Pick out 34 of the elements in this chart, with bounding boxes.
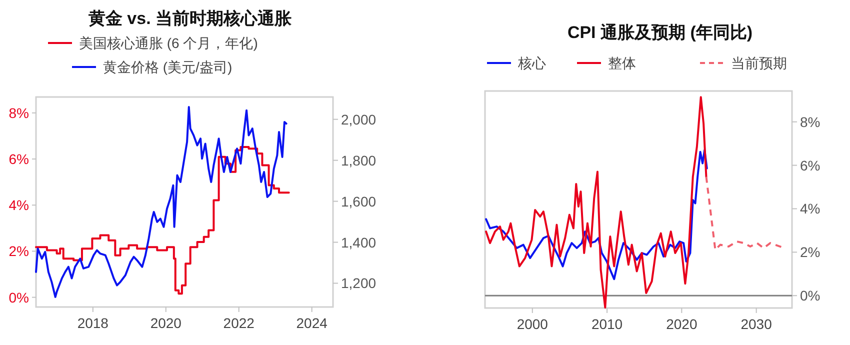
legend-label: 美国核心通胀 (6 个月，年化): [79, 35, 258, 51]
y2-tick-label: 1,400: [341, 234, 376, 250]
line-series: [485, 149, 708, 280]
y-tick-label: 0%: [8, 289, 29, 306]
chart-title: 黄金 vs. 当前时期核心通胀: [87, 9, 293, 28]
x-tick-label: 2030: [740, 316, 772, 332]
y2-tick-label: 1,800: [341, 152, 376, 168]
y-tick-label: 6%: [8, 151, 29, 168]
y2-tick-label: 6%: [800, 157, 820, 174]
x-tick-label: 2020: [666, 316, 698, 332]
x-tick-label: 2024: [296, 315, 328, 331]
x-tick-label: 2020: [150, 315, 182, 331]
y2-tick-label: 1,200: [341, 275, 376, 292]
y-tick-label: 4%: [8, 197, 29, 214]
y-tick-label: 2%: [8, 243, 29, 260]
y2-tick-label: 0%: [800, 288, 820, 304]
line-series: [485, 96, 708, 309]
x-tick-label: 2018: [77, 315, 109, 331]
line-series: [705, 176, 783, 251]
legend-label: 黄金价格 (美元/盎司): [103, 59, 232, 75]
line-series: [35, 106, 288, 298]
y-tick-label: 8%: [8, 104, 29, 121]
x-tick-label: 2022: [223, 315, 255, 331]
legend-label: 当前预期: [731, 55, 787, 71]
legend-label: 核心: [517, 55, 546, 71]
y2-tick-label: 4%: [800, 200, 820, 217]
y2-tick-label: 8%: [800, 114, 820, 130]
legend-label: 整体: [608, 55, 636, 71]
y2-tick-label: 2,000: [341, 111, 376, 128]
y2-tick-label: 2%: [800, 244, 820, 260]
chart-title: CPI 通胀及预期 (年同比): [567, 23, 753, 42]
y2-tick-label: 1,600: [341, 193, 376, 210]
x-tick-label: 2010: [591, 316, 623, 332]
x-tick-label: 2000: [516, 316, 548, 332]
